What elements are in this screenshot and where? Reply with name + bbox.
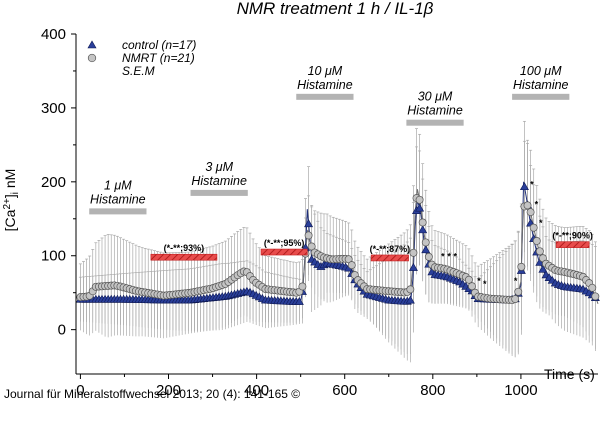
x-axis-label: Time (s) <box>544 366 595 382</box>
legend-label: control (n=17) <box>122 38 196 52</box>
legend-label: S.E.M <box>122 64 155 78</box>
control-point <box>405 295 415 304</box>
control-point <box>519 182 529 191</box>
significance-star: * <box>514 276 518 286</box>
y-tick-label: 100 <box>41 248 66 265</box>
nmrt-point <box>464 275 473 284</box>
stimulus-agent: Histamine <box>90 192 146 206</box>
x-tick-label: 800 <box>420 382 445 399</box>
inhibition-label: (*-**;90%) <box>552 231 593 241</box>
control-point <box>421 245 431 254</box>
legend-label: NMRT (n=21) <box>122 51 195 65</box>
nmrt-point <box>532 237 541 245</box>
inhibition-bar <box>260 248 308 256</box>
nmrt-point <box>421 238 430 247</box>
x-tick-label: 0 <box>76 382 84 399</box>
inhibition-bar <box>370 254 409 262</box>
stimulus-concentration: 3 μM <box>205 160 233 174</box>
legend-marker-circle <box>87 53 97 63</box>
control-point <box>408 262 418 271</box>
nmrt-point <box>298 282 307 291</box>
control-point <box>415 203 425 212</box>
significance-star: * <box>483 279 487 289</box>
stimulus-agent: Histamine <box>297 78 353 92</box>
stimulus-bar <box>190 189 248 196</box>
footer-citation: Journal für Mineralstoffwechsel 2013; 20… <box>4 387 300 401</box>
nmrt-point <box>591 292 600 301</box>
inhibition-label: (*-**;95%) <box>264 238 305 248</box>
nmrt-point <box>304 231 313 240</box>
y-tick-label: 0 <box>58 322 66 339</box>
nmrt-point <box>535 247 544 256</box>
control-point <box>418 225 428 234</box>
x-tick-label: 1000 <box>504 382 537 399</box>
nmrt-point <box>409 248 418 257</box>
nmrt-point <box>511 295 520 304</box>
nmrt-point <box>526 208 535 217</box>
control-point <box>538 264 548 273</box>
stimulus-agent: Histamine <box>191 174 247 188</box>
legend: control (n=17)NMRT (n=21)S.E.M <box>87 38 196 78</box>
inhibition-labels: (*-**;93%) (*-**;95%) (*-**;87%) (*-**;90%) <box>150 231 593 262</box>
stimulus-agent: Histamine <box>407 104 463 118</box>
stimulus-bar <box>89 208 147 215</box>
control-point <box>304 219 314 228</box>
inhibition-bar <box>555 241 590 248</box>
stimulus-bar <box>512 93 570 100</box>
nmrt-point <box>406 285 415 294</box>
inhibition-label: (*-**;93%) <box>164 243 205 253</box>
significance-star: * <box>535 200 539 210</box>
nmrt-point <box>588 283 597 292</box>
nmrt-point <box>418 218 427 227</box>
significance-star: * <box>477 276 481 286</box>
significance-star: * <box>454 251 458 261</box>
y-axis-label: [Ca2+]i nM <box>2 169 21 232</box>
nmrt-point <box>347 261 356 270</box>
inhibition-label: (*-**;87%) <box>370 244 411 254</box>
nmrt-point <box>424 252 433 261</box>
stimulus-bar <box>406 119 464 126</box>
chart-title: NMR treatment 1 h / IL-1β <box>237 0 434 18</box>
stimulus-concentration: 100 μM <box>520 64 562 78</box>
x-tick-label: 600 <box>332 382 357 399</box>
y-tick-label: 200 <box>41 174 66 191</box>
y-tick-label: 400 <box>41 26 66 43</box>
stimulus-bar <box>296 93 354 100</box>
nmrt-point <box>468 282 476 291</box>
inhibition-bar <box>150 253 218 261</box>
significance-star: * <box>441 251 445 261</box>
legend-marker-triangle <box>87 40 97 49</box>
nmrt-point <box>517 262 526 271</box>
y-tick-label: 300 <box>41 100 66 117</box>
nmrt-point <box>415 195 424 204</box>
significance-star: * <box>539 218 543 228</box>
axes <box>71 33 598 379</box>
control-point <box>294 296 304 305</box>
significance-stars: * * ** * **** <box>441 180 543 289</box>
stimulus-concentration: 30 μM <box>418 90 453 104</box>
stimulus-agent: Histamine <box>513 78 569 92</box>
tick-labels: 0 200 400 600 800 1000 0 100 200 300 400 <box>41 26 538 399</box>
nmrt-point <box>529 223 538 232</box>
x-tick-label: 400 <box>244 382 269 399</box>
stimulus-concentration: 1 μM <box>104 178 132 192</box>
nmrt-point <box>523 201 532 210</box>
series-markers <box>75 182 600 305</box>
significance-star: * <box>447 251 451 261</box>
sem-error-bars <box>78 120 597 363</box>
nmrt-point <box>514 287 523 296</box>
x-tick-label: 200 <box>156 382 181 399</box>
stimulus-concentration: 10 μM <box>308 64 343 78</box>
significance-star: * <box>530 180 534 190</box>
